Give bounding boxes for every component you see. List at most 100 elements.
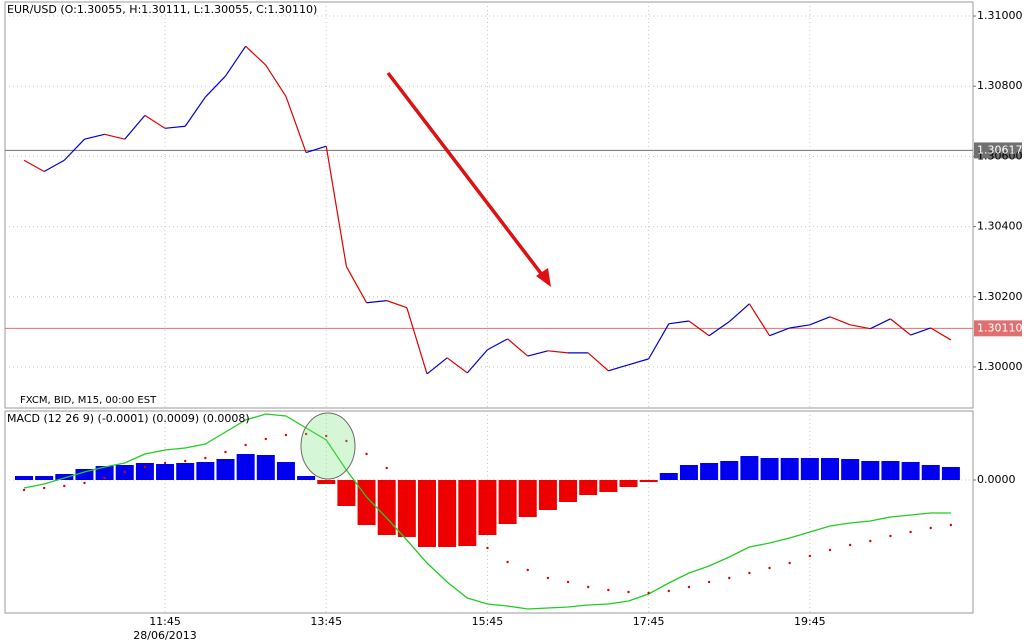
arrow-head bbox=[536, 268, 551, 287]
signal-dot bbox=[123, 470, 126, 474]
histogram-bar bbox=[559, 480, 578, 502]
signal-dot bbox=[607, 588, 610, 592]
signal-dot bbox=[224, 450, 227, 454]
histogram-bar bbox=[760, 458, 779, 480]
price-segment bbox=[446, 357, 468, 374]
x-tick-label: 19:45 bbox=[794, 615, 826, 628]
histogram-bar bbox=[740, 456, 759, 480]
signal-dot bbox=[63, 484, 66, 488]
price-segment bbox=[43, 159, 65, 173]
signal-dot bbox=[889, 534, 892, 538]
histogram-bar bbox=[256, 455, 275, 480]
price-label: 1.30617 bbox=[977, 143, 1023, 156]
price-segment bbox=[245, 45, 267, 66]
y-tick-label: 1.30400 bbox=[977, 220, 1023, 233]
histogram-bar bbox=[297, 476, 316, 480]
signal-dot bbox=[748, 571, 751, 575]
price-segment bbox=[144, 114, 166, 129]
signal-dot bbox=[264, 437, 267, 441]
histogram-bar bbox=[15, 476, 33, 480]
histogram-bar bbox=[478, 480, 497, 535]
price-segment bbox=[124, 114, 146, 140]
price-segment bbox=[930, 327, 952, 341]
histogram-bar bbox=[196, 462, 215, 480]
price-segment bbox=[184, 96, 206, 127]
histogram-bar bbox=[498, 480, 517, 524]
price-segment bbox=[668, 320, 690, 325]
signal-dot bbox=[304, 432, 308, 436]
price-segment bbox=[164, 125, 186, 129]
price-segment bbox=[104, 133, 125, 140]
signal-dot bbox=[345, 439, 348, 443]
price-label: 1.30110 bbox=[977, 321, 1023, 334]
price-segment bbox=[789, 324, 810, 329]
price-segment bbox=[507, 338, 529, 357]
signal-dot bbox=[244, 443, 247, 447]
signal-dot bbox=[83, 481, 86, 485]
histogram-bar bbox=[720, 461, 739, 480]
signal-dot bbox=[566, 580, 570, 584]
price-segment bbox=[648, 323, 670, 360]
price-segment bbox=[809, 316, 831, 326]
signal-dot bbox=[647, 591, 650, 595]
y-tick-label: 1.30200 bbox=[977, 290, 1023, 303]
signal-dot bbox=[808, 554, 812, 558]
price-segment bbox=[285, 96, 307, 153]
histogram-bar bbox=[317, 480, 336, 484]
price-segment bbox=[23, 159, 45, 173]
price-segment bbox=[850, 324, 871, 330]
price-segment bbox=[527, 350, 549, 357]
histogram-bar bbox=[397, 480, 416, 537]
price-segment bbox=[890, 318, 911, 336]
signal-dot bbox=[788, 561, 791, 565]
price-segment bbox=[406, 307, 428, 375]
histogram-bar bbox=[95, 466, 114, 480]
signal-dot bbox=[143, 465, 147, 469]
histogram-bar bbox=[659, 473, 678, 480]
price-segment bbox=[84, 133, 105, 140]
price-segment bbox=[386, 300, 408, 309]
x-tick-label: 11:45 bbox=[149, 615, 181, 628]
signal-dot bbox=[365, 452, 368, 456]
signal-dot bbox=[768, 566, 771, 570]
price-label-box bbox=[974, 142, 1022, 159]
price-segment bbox=[426, 357, 448, 375]
price-segment bbox=[628, 358, 649, 366]
chart-title: EUR/USD (O:1.30055, H:1.30111, L:1.30055… bbox=[7, 3, 317, 16]
signal-dot bbox=[949, 523, 953, 527]
price-segment bbox=[466, 349, 488, 374]
price-segment bbox=[769, 327, 790, 337]
signal-dot bbox=[526, 568, 529, 572]
signal-dot bbox=[325, 434, 328, 438]
price-segment bbox=[487, 338, 508, 351]
signal-dot bbox=[687, 585, 691, 589]
y-tick-label: 1.30600 bbox=[977, 149, 1023, 162]
histogram-bar bbox=[861, 461, 880, 480]
signal-dot bbox=[546, 576, 550, 580]
price-segment bbox=[748, 303, 771, 337]
histogram-bar bbox=[236, 454, 255, 480]
macd-line bbox=[23, 413, 951, 610]
histogram-bar bbox=[458, 480, 477, 546]
signal-dot bbox=[184, 459, 187, 463]
signal-dot bbox=[506, 560, 509, 564]
price-label-box bbox=[974, 320, 1022, 337]
price-segment bbox=[547, 350, 569, 354]
signal-dot bbox=[627, 590, 630, 594]
price-segment bbox=[366, 300, 387, 304]
signal-dot bbox=[425, 506, 429, 510]
signal-dot bbox=[848, 543, 852, 547]
price-segment bbox=[345, 266, 368, 304]
signal-dot bbox=[828, 548, 832, 552]
signal-dot bbox=[284, 433, 288, 437]
price-segment bbox=[829, 316, 851, 326]
x-tick-label: 15:45 bbox=[472, 615, 504, 628]
price-segment bbox=[608, 364, 629, 372]
price-segment bbox=[910, 327, 931, 336]
signal-dot bbox=[385, 466, 388, 470]
source-label: FXCM, BID, M15, 00:00 EST bbox=[20, 395, 157, 406]
signal-dot bbox=[42, 486, 46, 490]
histogram-bar bbox=[176, 463, 195, 480]
signal-dot bbox=[486, 546, 489, 550]
